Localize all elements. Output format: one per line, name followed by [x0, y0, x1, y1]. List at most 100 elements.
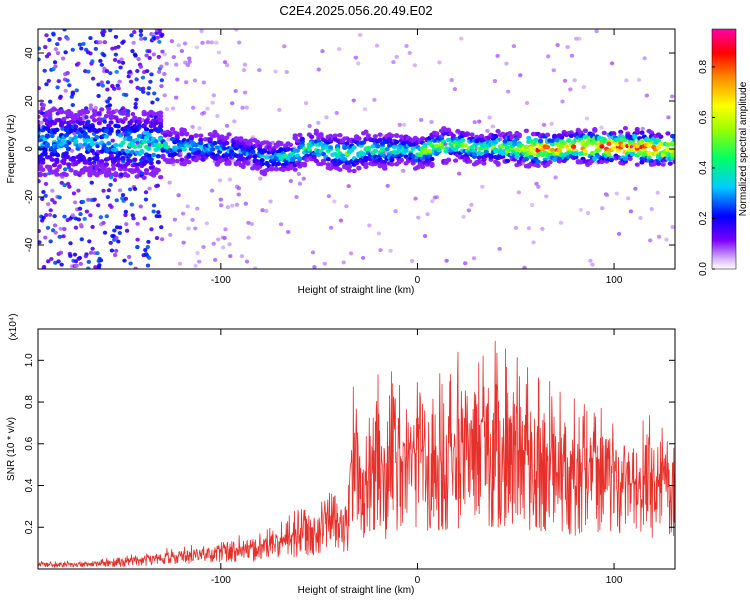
- spectrogram-noise-cell: [312, 264, 317, 269]
- spectrogram-noise-cell: [126, 74, 131, 79]
- spectrogram-cell: [226, 159, 232, 164]
- spectrogram-cell: [158, 143, 164, 148]
- spectrogram-cell: [478, 133, 485, 139]
- spectrogram-cell: [40, 106, 46, 111]
- spectrogram-noise-cell: [44, 212, 49, 217]
- spectrogram-noise-cell: [212, 257, 218, 262]
- spectrogram-noise-cell: [544, 194, 549, 199]
- spectrogram-noise-cell: [45, 259, 51, 264]
- x-tick-label: 100: [606, 275, 623, 286]
- spectrogram-noise-cell: [588, 258, 593, 263]
- spectrogram-cell: [268, 165, 275, 170]
- spectrogram-noise-cell: [109, 248, 115, 253]
- spectrogram-noise-cell: [605, 193, 610, 198]
- spectrogram-noise-cell: [511, 44, 517, 49]
- y-tick-label: 0.6: [24, 436, 35, 450]
- spectrogram-noise-cell: [157, 29, 163, 33]
- y-tick-label: -40: [24, 237, 35, 252]
- spectrogram-noise-cell: [146, 86, 152, 91]
- spectrogram-cell: [670, 155, 675, 161]
- spectrogram-noise-cell: [190, 217, 195, 222]
- spectrogram-noise-cell: [376, 231, 382, 236]
- spectrogram-noise-cell: [642, 56, 647, 61]
- spectrogram-cell: [337, 132, 343, 138]
- spectrogram-noise-cell: [444, 258, 449, 263]
- spectrogram-noise-cell: [443, 142, 448, 147]
- spectrogram-cell: [608, 157, 614, 163]
- spectrogram-noise-cell: [372, 97, 377, 102]
- spectrogram-cell: [476, 159, 482, 165]
- spectrogram-noise-cell: [151, 52, 157, 57]
- spectrogram-cell: [415, 165, 421, 170]
- spectrogram-noise-cell: [148, 79, 153, 84]
- spectrogram-noise-cell: [63, 50, 68, 55]
- spectrogram-cell: [155, 159, 161, 165]
- spectrogram-cell: [40, 157, 46, 162]
- spectrogram-noise-cell: [147, 142, 153, 147]
- spectrogram-noise-cell: [76, 256, 81, 261]
- spectrogram-noise-cell: [456, 171, 462, 176]
- spectrogram-noise-cell: [393, 209, 398, 214]
- spectrogram-cell: [264, 160, 270, 166]
- spectrogram-cell: [186, 159, 192, 165]
- spectrogram-noise-cell: [43, 235, 48, 240]
- spectrogram-noise-cell: [430, 199, 435, 204]
- spectrogram-cell: [276, 161, 282, 167]
- spectrogram-cell: [115, 124, 121, 129]
- spectrogram-cell: [327, 145, 334, 150]
- spectrogram-cell: [573, 154, 579, 160]
- spectrogram-noise-cell: [117, 225, 123, 230]
- spectrogram-cell: [299, 136, 305, 142]
- spectrogram-noise-cell: [154, 30, 159, 35]
- spectrogram-noise-cell: [248, 153, 253, 158]
- spectrogram-noise-cell: [655, 190, 660, 195]
- spectrogram-noise-cell: [534, 181, 539, 186]
- spectrogram-noise-cell: [278, 222, 284, 227]
- spectrogram-cell: [257, 147, 263, 152]
- spectrogram-cell: [582, 128, 588, 134]
- spectrogram-noise-cell: [62, 214, 67, 219]
- spectrogram-noise-cell: [58, 94, 63, 99]
- spectrogram-cell: [313, 128, 319, 134]
- spectrogram-noise-cell: [152, 36, 157, 41]
- spectrogram-cell: [467, 159, 473, 164]
- spectrogram-noise-cell: [167, 180, 172, 185]
- spectrogram-noise-cell: [666, 115, 671, 120]
- spectrogram-noise-cell: [437, 60, 442, 65]
- spectrogram-noise-cell: [82, 216, 87, 221]
- spectrogram-noise-cell: [128, 261, 133, 266]
- spectrogram-cell: [476, 155, 482, 160]
- spectrogram-noise-cell: [183, 80, 189, 85]
- spectrogram-noise-cell: [614, 191, 620, 196]
- spectrogram-noise-cell: [136, 57, 141, 62]
- spectrogram-noise-cell: [60, 56, 66, 61]
- spectrogram-noise-cell: [59, 180, 64, 185]
- spectrogram-noise-cell: [112, 86, 117, 91]
- spectrogram-cell: [99, 107, 105, 112]
- spectrogram-noise-cell: [102, 29, 107, 34]
- spectrogram-cell: [332, 158, 338, 163]
- spectrogram-cell: [252, 154, 258, 159]
- spectrogram-cell: [655, 138, 662, 143]
- spectrogram-noise-cell: [264, 208, 269, 213]
- spectrogram-cell: [434, 131, 440, 136]
- spectrogram-cell: [127, 135, 133, 140]
- spectrogram-noise-cell: [133, 53, 138, 58]
- spectrogram-noise-cell: [141, 89, 146, 94]
- spectrogram-noise-cell: [69, 148, 75, 153]
- spectrogram-noise-cell: [62, 227, 67, 232]
- spectrogram-cell: [261, 148, 268, 153]
- spectrogram-noise-cell: [174, 62, 179, 67]
- spectrogram-noise-cell: [159, 84, 164, 89]
- spectrogram-noise-cell: [138, 204, 143, 209]
- spectrogram-noise-cell: [549, 121, 554, 126]
- spectrogram-noise-cell: [76, 217, 82, 222]
- spectrogram-noise-cell: [128, 79, 134, 84]
- spectrogram-noise-cell: [88, 106, 94, 111]
- spectrogram-cell: [122, 167, 128, 172]
- spectrogram-noise-cell: [99, 80, 104, 85]
- spectrogram-cell: [101, 167, 107, 172]
- spectrogram-noise-cell: [241, 68, 247, 73]
- spectrogram-noise-cell: [495, 53, 500, 58]
- spectrogram-cell: [179, 131, 185, 137]
